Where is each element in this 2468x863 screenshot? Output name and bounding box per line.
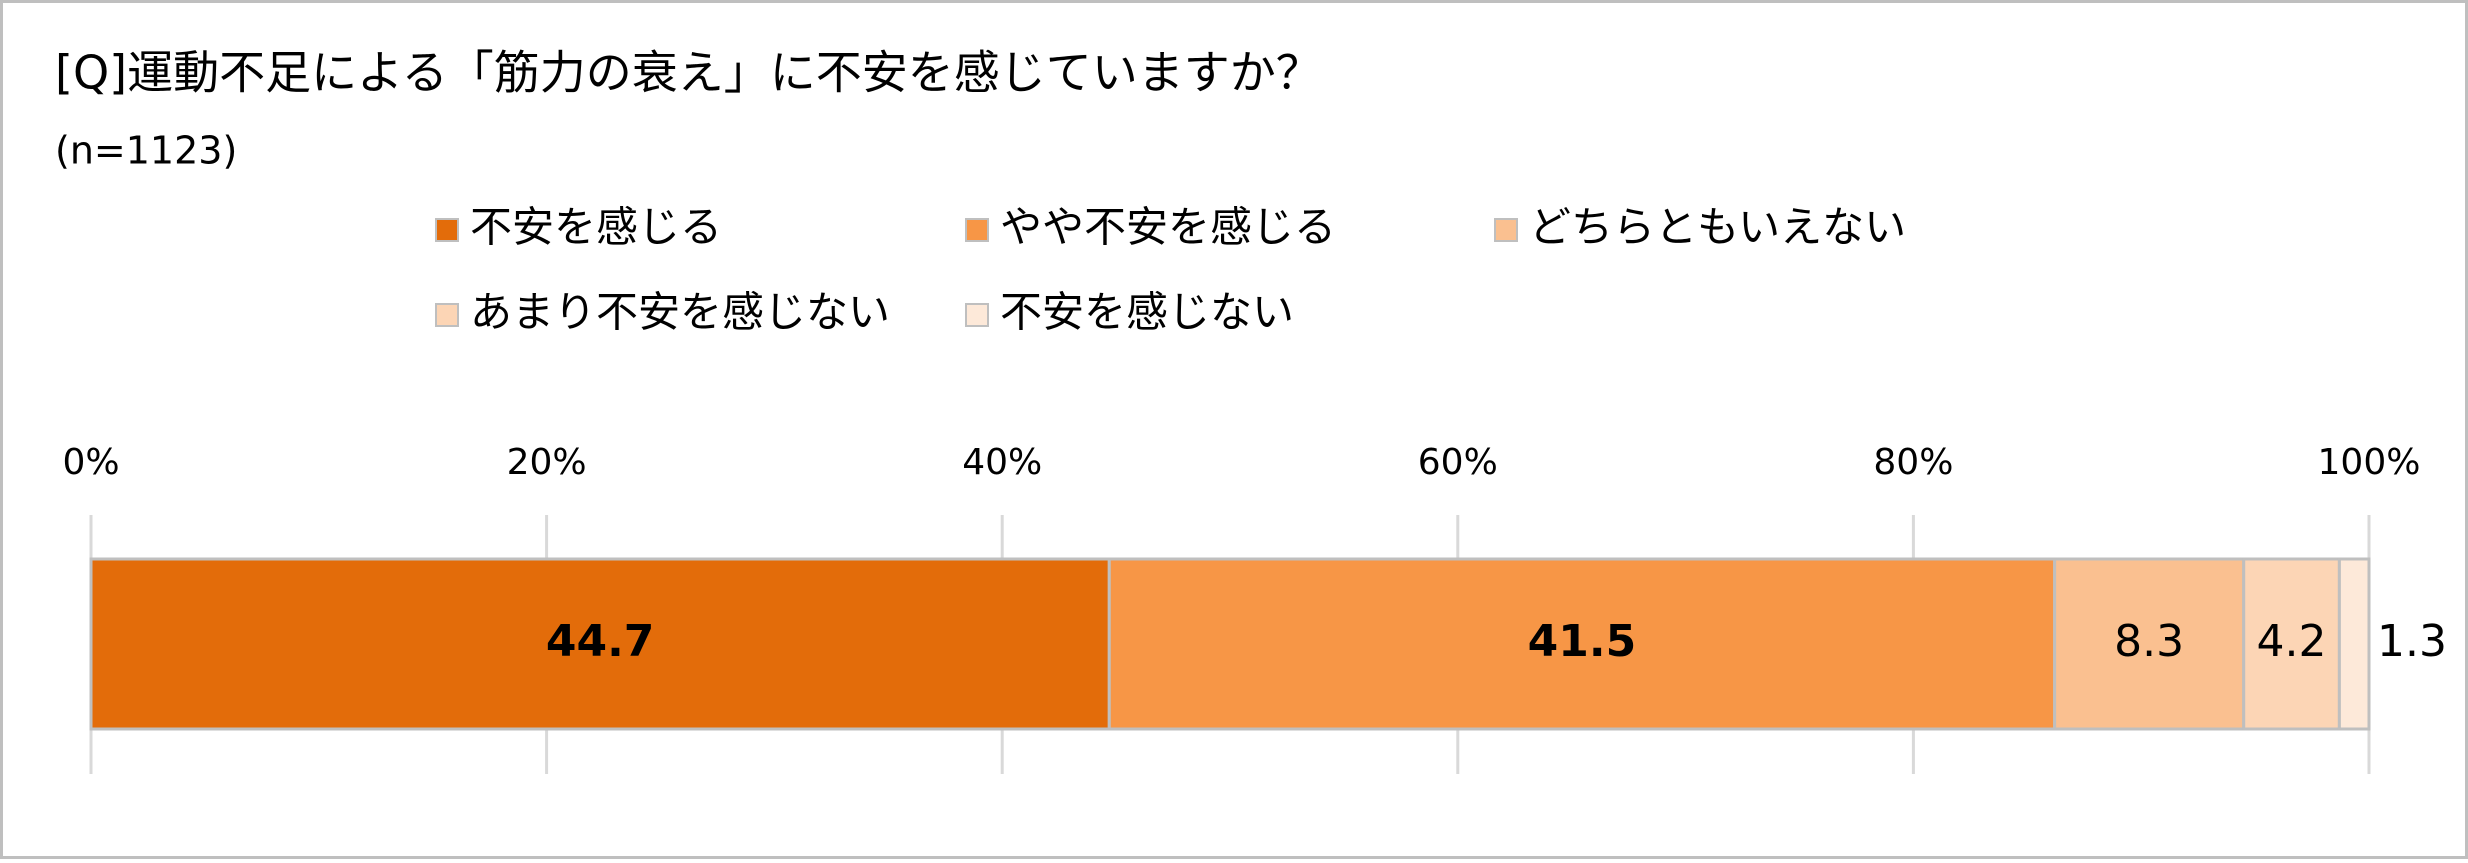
x-tick-label: 0%	[62, 442, 119, 483]
legend-label: どちらともいえない	[1529, 203, 1906, 252]
x-tick-label: 100%	[2318, 442, 2421, 483]
legend-swatch	[965, 303, 989, 327]
legend-label: やや不安を感じる	[1000, 203, 1336, 252]
chart-subtitle: (n=1123)	[55, 129, 237, 173]
legend-swatch	[965, 218, 989, 242]
x-tick-label: 40%	[962, 442, 1042, 483]
data-label: 44.7	[546, 616, 655, 667]
bar-segment	[2337, 557, 2371, 731]
legend-swatch	[435, 303, 459, 327]
data-label: 8.3	[2114, 616, 2184, 667]
x-tick-label: 20%	[507, 442, 587, 483]
data-label: 1.3	[2377, 616, 2447, 667]
legend-label: あまり不安を感じない	[470, 288, 890, 337]
x-tick-label: 60%	[1418, 442, 1498, 483]
bar-segment	[2053, 557, 2246, 731]
data-label: 4.2	[2257, 616, 2327, 667]
chart-title: [Q]運動不足による「筋力の衰え」に不安を感じていますか？	[55, 46, 1322, 100]
legend-label: 不安を感じる	[470, 203, 722, 252]
legend-swatch	[435, 218, 459, 242]
x-tick-label: 80%	[1873, 442, 1953, 483]
bar-segment	[2242, 557, 2341, 731]
data-label: 41.5	[1528, 616, 1637, 667]
legend-swatch	[1494, 218, 1518, 242]
legend-label: 不安を感じない	[1000, 288, 1294, 337]
